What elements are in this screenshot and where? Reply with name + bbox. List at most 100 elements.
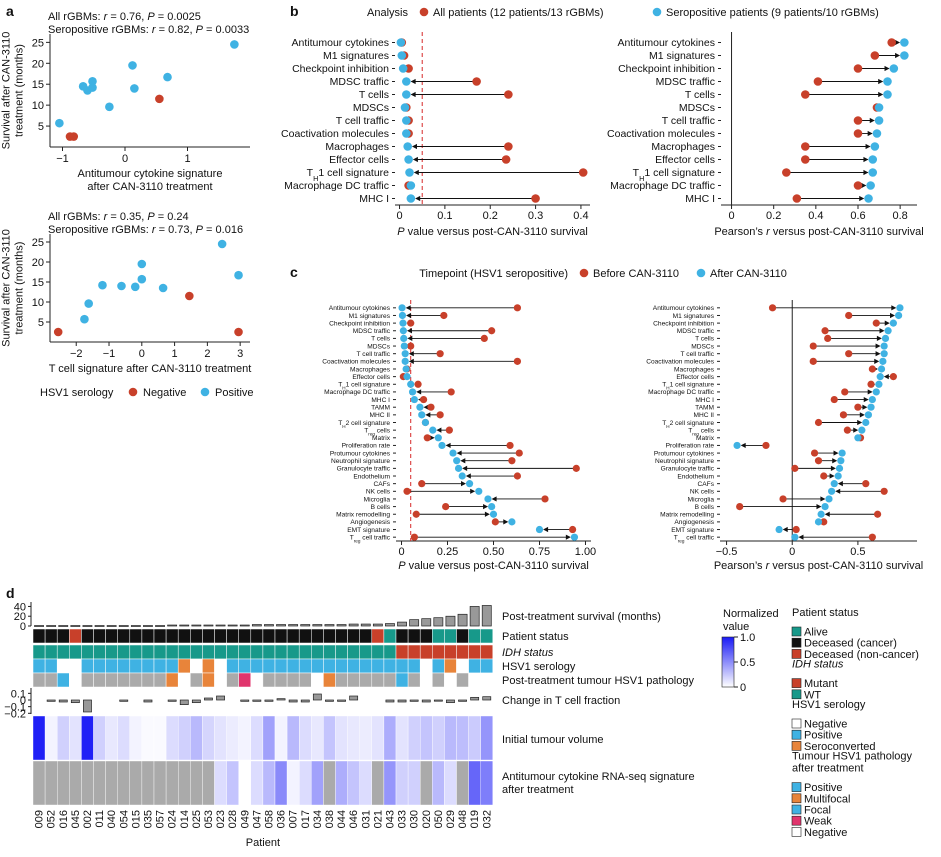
cell-hsv1-serology-016 xyxy=(56,658,70,674)
dot-seropositive-antitumour-cytokines xyxy=(396,38,406,47)
x-tick-label: 0.6 xyxy=(850,210,865,222)
cell-post-treatment-tumour-hsv1-pathology-040 xyxy=(105,672,118,688)
dot-before-emt-signature xyxy=(792,525,800,534)
dot-after-nk-cells xyxy=(475,487,483,495)
patient-label-034: 034 xyxy=(312,810,324,828)
category-label-matrix-remodelling: Matrix remodelling xyxy=(660,512,714,519)
stat-seropositive-text: Seropositive rGBMs: r = 0.73, P = 0.016 xyxy=(48,224,243,236)
cell-idh-status-054 xyxy=(117,644,131,660)
category-label-t-cell-traffic: T cell traffic xyxy=(336,115,389,127)
dot-all_patients-mdsc-traffic xyxy=(472,77,481,86)
cell-patient-status-036 xyxy=(274,628,288,644)
cell-patient-status-038 xyxy=(323,628,336,644)
tcell-bar-053 xyxy=(204,697,213,701)
category-label-coactivation-molecules: Coactivation molecules xyxy=(322,359,391,366)
tcell-bar-029 xyxy=(446,699,455,704)
cell-post-treatment-tumour-hsv1-pathology-044 xyxy=(335,672,348,688)
survival-bar-058 xyxy=(264,624,274,627)
cell-patient-status-058 xyxy=(262,628,276,644)
cell-patient-status-017 xyxy=(298,628,312,644)
cell-idh-status-057 xyxy=(153,644,167,660)
change-arrow-head xyxy=(436,427,442,433)
cell-hsv1-serology-002 xyxy=(81,658,94,674)
legend-swatch-seroconverted xyxy=(791,741,802,751)
scatter-point-positive xyxy=(128,61,137,70)
dot-after-coactivation-molecules xyxy=(401,357,409,365)
cell-idh-status-048 xyxy=(456,644,469,660)
dot-after-matrix xyxy=(434,434,442,442)
category-label-m1-signatures: M1 signatures xyxy=(323,50,389,62)
dot-seropositive-mhc-i xyxy=(406,194,416,203)
change-arrow-head xyxy=(483,503,489,510)
dot-all_patients-checkpoint-inhibition xyxy=(853,64,863,73)
volume-cell-029 xyxy=(444,715,457,761)
category-label-m1-signatures: M1 signatures xyxy=(349,313,391,320)
dot-after-protumour-cytokines xyxy=(838,449,846,457)
change-arrow-head xyxy=(891,305,897,311)
scatter-point-positive xyxy=(137,259,147,269)
category-label-t-cells: T cells xyxy=(359,89,389,101)
scatter-point-positive xyxy=(137,274,147,284)
category-label-checkpoint-inhibition: Checkpoint inhibition xyxy=(618,63,715,75)
cell-hsv1-serology-009 xyxy=(32,658,46,674)
x-tick-label: 0 xyxy=(398,546,404,558)
change-arrow-head xyxy=(875,343,881,349)
volume-cell-047 xyxy=(250,715,264,761)
cell-idh-status-036 xyxy=(274,644,288,660)
x-tick-label: 0.4 xyxy=(573,210,588,222)
dot-after-mdscs xyxy=(400,342,408,350)
tcell-bar-007 xyxy=(288,699,298,703)
scatter-point-positive xyxy=(80,314,89,324)
cell-post-treatment-tumour-hsv1-pathology-053 xyxy=(202,672,215,688)
cell-patient-status-050 xyxy=(432,628,445,644)
y-tick-label: 10 xyxy=(32,100,44,112)
cell-post-treatment-tumour-hsv1-pathology-009 xyxy=(32,672,46,688)
patient-label-007: 007 xyxy=(288,810,300,828)
dot-before-checkpoint-inhibition xyxy=(407,319,415,327)
category-label-cafs: CAFs xyxy=(374,481,391,488)
change-arrow-head xyxy=(884,65,890,72)
dot-seropositive-mdsc-traffic xyxy=(402,77,411,86)
cell-idh-status-047 xyxy=(250,644,264,660)
cell-hsv1-serology-054 xyxy=(117,658,131,674)
rnaseq-cell-002 xyxy=(81,760,94,806)
tcell-bar-024 xyxy=(167,699,177,702)
legend-swatch-positive xyxy=(791,729,802,740)
category-label-endothelium: Endothelium xyxy=(353,473,390,480)
dot-before-t-h1-cell-signature xyxy=(414,380,422,388)
volume-cell-044 xyxy=(335,715,348,761)
category-label-mhc-i: MHC I xyxy=(371,397,390,404)
scatter-point-positive xyxy=(130,84,139,93)
rnaseq-cell-020 xyxy=(420,760,433,806)
survival-bar-054 xyxy=(118,625,129,627)
dot-after-t-reg-cell-traffic xyxy=(570,533,579,541)
cell-post-treatment-tumour-hsv1-pathology-014 xyxy=(177,672,191,688)
volume-cell-033 xyxy=(395,715,409,761)
tcell-bar-048 xyxy=(458,699,467,702)
colorbar xyxy=(721,636,735,688)
dot-after-angiogenesis xyxy=(508,518,516,526)
category-label-angiogenesis: Angiogenesis xyxy=(674,519,714,526)
rnaseq-cell-028 xyxy=(226,760,239,806)
change-arrow-head xyxy=(865,143,871,150)
cell-post-treatment-tumour-hsv1-pathology-045 xyxy=(69,672,82,688)
x-tick-label: −1 xyxy=(56,153,69,165)
cell-patient-status-034 xyxy=(311,628,324,644)
change-arrow-head xyxy=(853,427,859,433)
rnaseq-cell-047 xyxy=(250,760,264,806)
category-label-mhc-i: MHC I xyxy=(685,193,715,205)
scatter-point-positive xyxy=(88,83,97,92)
x-axis-label: P value versus post-CAN-3110 survival xyxy=(398,560,589,572)
stat-all-text: All rGBMs: r = 0.76, P = 0.0025 xyxy=(48,11,201,23)
rnaseq-cell-049 xyxy=(238,760,251,806)
category-label-checkpoint-inhibition: Checkpoint inhibition xyxy=(653,320,714,327)
dot-after-neutrophil-signature xyxy=(837,457,845,465)
rnaseq-cell-053 xyxy=(202,760,215,806)
x-tick-label: 0 xyxy=(139,348,145,360)
category-label-emt-signature: EMT signature xyxy=(671,527,714,534)
change-arrow-head xyxy=(875,351,881,357)
dot-after-tamm xyxy=(416,403,424,411)
rnaseq-cell-019 xyxy=(468,760,481,806)
cell-post-treatment-tumour-hsv1-pathology-035 xyxy=(141,672,155,688)
patient-label-047: 047 xyxy=(251,810,263,828)
